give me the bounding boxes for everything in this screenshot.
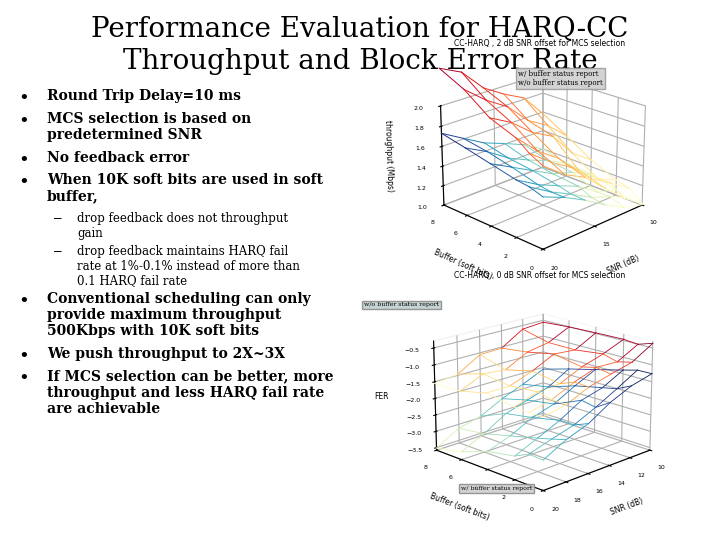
Text: If MCS selection can be better, more
throughput and less HARQ fail rate
are achi: If MCS selection can be better, more thr… [47, 369, 333, 416]
Text: w/ buffer status report: w/ buffer status report [461, 486, 532, 491]
Text: No feedback error: No feedback error [47, 151, 189, 165]
Text: Performance Evaluation for HARQ-CC
Throughput and Block Error Rate: Performance Evaluation for HARQ-CC Throu… [91, 16, 629, 76]
Text: MCS selection is based on
predetermined SNR: MCS selection is based on predetermined … [47, 112, 251, 142]
X-axis label: SNR (dB): SNR (dB) [606, 254, 640, 276]
Text: –: – [54, 212, 61, 225]
Text: •: • [18, 151, 29, 168]
Text: •: • [18, 292, 29, 309]
Text: w/o buffer status report: w/o buffer status report [364, 302, 438, 307]
Text: •: • [18, 112, 29, 130]
Text: Conventional scheduling can only
provide maximum throughput
500Kbps with 10K sof: Conventional scheduling can only provide… [47, 292, 310, 338]
Text: drop feedback does not throughput
gain: drop feedback does not throughput gain [77, 212, 288, 240]
Text: •: • [18, 89, 29, 107]
Text: w/ buffer status report
w/o buffer status report: w/ buffer status report w/o buffer statu… [518, 70, 603, 87]
Title: CC-HARQ , 2 dB SNR offset for MCS selection: CC-HARQ , 2 dB SNR offset for MCS select… [454, 39, 626, 48]
Title: CC-HARQ , 0 dB SNR offset for MCS selection: CC-HARQ , 0 dB SNR offset for MCS select… [454, 271, 626, 280]
X-axis label: SNR (dB): SNR (dB) [610, 497, 645, 517]
Text: drop feedback maintains HARQ fail
rate at 1%-0.1% instead of more than
0.1 HARQ : drop feedback maintains HARQ fail rate a… [77, 245, 300, 288]
Text: •: • [18, 173, 29, 191]
Text: When 10K soft bits are used in soft
buffer,: When 10K soft bits are used in soft buff… [47, 173, 323, 204]
Text: •: • [18, 369, 29, 387]
Text: Round Trip Delay=10 ms: Round Trip Delay=10 ms [47, 89, 240, 103]
Text: We push throughput to 2X~3X: We push throughput to 2X~3X [47, 347, 285, 361]
Text: –: – [54, 245, 61, 258]
Text: •: • [18, 347, 29, 364]
Y-axis label: Buffer (soft bits): Buffer (soft bits) [433, 248, 494, 281]
Y-axis label: Buffer (soft bits): Buffer (soft bits) [428, 492, 490, 523]
